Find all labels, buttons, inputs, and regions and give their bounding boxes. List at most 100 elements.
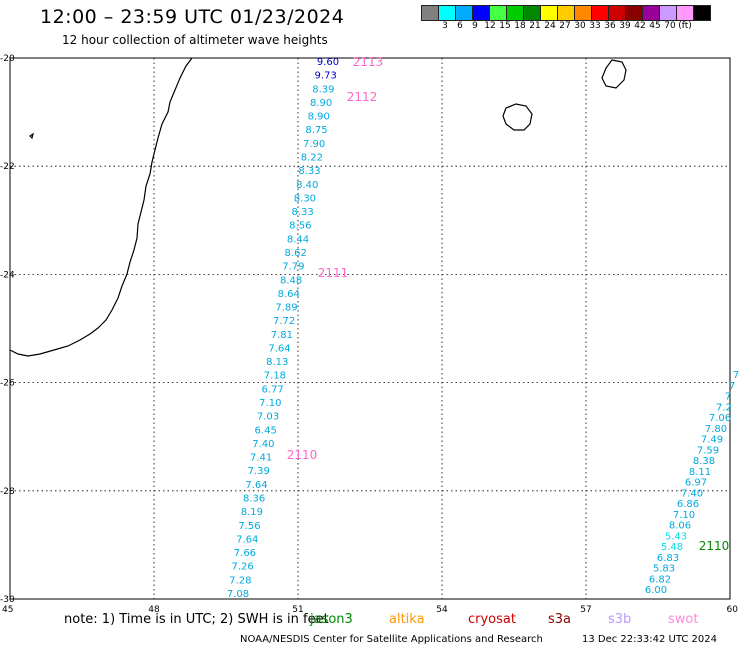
scale-label: 45 — [649, 21, 661, 31]
swh-value: 8.90 — [308, 112, 330, 123]
time-mark: 2110 — [699, 539, 730, 553]
swh-value: 6.45 — [255, 425, 277, 436]
swh-value: 7.72 — [273, 316, 295, 327]
scale-swatch — [693, 5, 711, 21]
swh-value: 7.26 — [231, 562, 253, 573]
swh-value: 7.39 — [248, 466, 270, 477]
scale-swatch — [489, 5, 507, 21]
swh-value: 8.64 — [278, 289, 300, 300]
swh-value: 8.56 — [289, 221, 311, 232]
scale-label: 42 — [634, 21, 646, 31]
swh-value: 7.10 — [259, 398, 281, 409]
swh-value: 8.75 — [305, 125, 327, 136]
scale-swatch — [523, 5, 541, 21]
swh-value: 8.30 — [294, 193, 316, 204]
swh-value: 8.06 — [669, 521, 691, 532]
lat-label: -26 — [0, 379, 15, 389]
lon-label: 45 — [2, 605, 13, 615]
legend-item-altika: altika — [389, 612, 425, 627]
time-mark: 2110 — [287, 448, 318, 462]
swh-value: 8.33 — [298, 166, 320, 177]
swh-value: 8.19 — [241, 507, 263, 518]
scale-label: 27 — [559, 21, 571, 31]
reunion-island — [502, 103, 533, 131]
legend-item-jason3: jason3 — [310, 612, 353, 627]
scale-label: 21 — [529, 21, 541, 31]
swh-value: 8.11 — [689, 467, 711, 478]
swh-value: 8.38 — [693, 456, 715, 467]
swh-value: 7.06 — [709, 413, 731, 424]
swh-value: 8.44 — [287, 234, 309, 245]
scale-label: 3 — [442, 21, 448, 31]
lon-label: 48 — [148, 605, 160, 615]
color-scale-labels: 3 6 9 12 15 18 21 24 27 30 33 36 39 42 45 70 (ft) — [422, 21, 740, 35]
swh-value: 7.64 — [268, 343, 290, 354]
lon-label: 60 — [727, 605, 739, 615]
swh-value: 7.03 — [257, 412, 279, 423]
lat-label: -24 — [0, 270, 15, 280]
scale-swatch — [540, 5, 558, 21]
madagascar-coast — [9, 57, 193, 357]
swh-value: 7 — [729, 381, 735, 392]
map-frame — [9, 57, 731, 600]
time-mark: 2112 — [347, 90, 378, 104]
swh-value: 8.39 — [312, 84, 334, 95]
swh-value: 7.10 — [673, 510, 695, 521]
swh-value: 7.18 — [264, 371, 286, 382]
scale-swatch — [642, 5, 660, 21]
lat-label: -30 — [0, 595, 15, 605]
scale-swatch — [455, 5, 473, 21]
swh-value: 7.08 — [227, 589, 249, 600]
swh-value: 6.83 — [657, 553, 679, 564]
swh-value: 7.41 — [250, 453, 272, 464]
scale-label: 15 — [499, 21, 511, 31]
scale-swatch — [574, 5, 592, 21]
swh-value: 8.40 — [296, 180, 318, 191]
legend-item-swot: swot — [668, 612, 699, 627]
swh-value: 7.89 — [275, 303, 297, 314]
legend-item-s3b: s3b — [608, 612, 632, 627]
lon-label: 51 — [292, 605, 303, 615]
color-scale — [421, 5, 711, 21]
swh-value: 6.82 — [649, 574, 671, 585]
swh-value: 6.77 — [261, 384, 283, 395]
time-mark: 2113 — [353, 55, 384, 69]
scale-label: (ft) — [678, 21, 692, 31]
small-island — [29, 132, 34, 140]
swh-value: 6.97 — [685, 478, 707, 489]
swh-value: 7.49 — [701, 435, 723, 446]
coastlines — [9, 57, 627, 357]
axis-labels: 45 48 51 54 57 60 -20 -22 -24 -26 -28 -30 — [0, 54, 738, 615]
scale-label: 70 — [664, 21, 676, 31]
lon-label: 54 — [436, 605, 448, 615]
scale-swatch — [438, 5, 456, 21]
swh-value: 8.48 — [280, 275, 302, 286]
scale-label: 30 — [574, 21, 586, 31]
scale-swatch — [676, 5, 694, 21]
swh-value: 5.48 — [661, 542, 683, 553]
lat-label: -20 — [0, 54, 15, 64]
legend-item-s3a: s3a — [548, 612, 572, 627]
altimeter-tracks: 9.60 9.73 8.39 8.90 8.90 8.75 7.90 8.22 8.33 8.40… — [227, 55, 739, 600]
footer-note: note: 1) Time is in UTC; 2) SWH is in fe… — [64, 612, 329, 627]
swh-value: 7.90 — [303, 139, 325, 150]
scale-swatch — [557, 5, 575, 21]
swh-value: 8.62 — [285, 248, 307, 259]
scale-label: 24 — [544, 21, 556, 31]
time-mark: 2111 — [318, 266, 349, 280]
swh-value: 7.59 — [697, 445, 719, 456]
swh-value: 5.43 — [665, 531, 687, 542]
swh-value: 7.2 — [716, 402, 732, 413]
scale-label: 18 — [514, 21, 526, 31]
scale-swatch — [506, 5, 524, 21]
graticule — [10, 58, 730, 599]
lon-label: 57 — [580, 605, 591, 615]
swh-value: 7.56 — [238, 521, 260, 532]
swh-value: 8.33 — [291, 207, 313, 218]
swh-value: 8.13 — [266, 357, 288, 368]
scale-swatch — [659, 5, 677, 21]
swh-value: 7.40 — [681, 488, 703, 499]
swh-value: 8.36 — [243, 494, 265, 505]
lat-label: -22 — [0, 162, 15, 172]
scale-swatch — [608, 5, 626, 21]
